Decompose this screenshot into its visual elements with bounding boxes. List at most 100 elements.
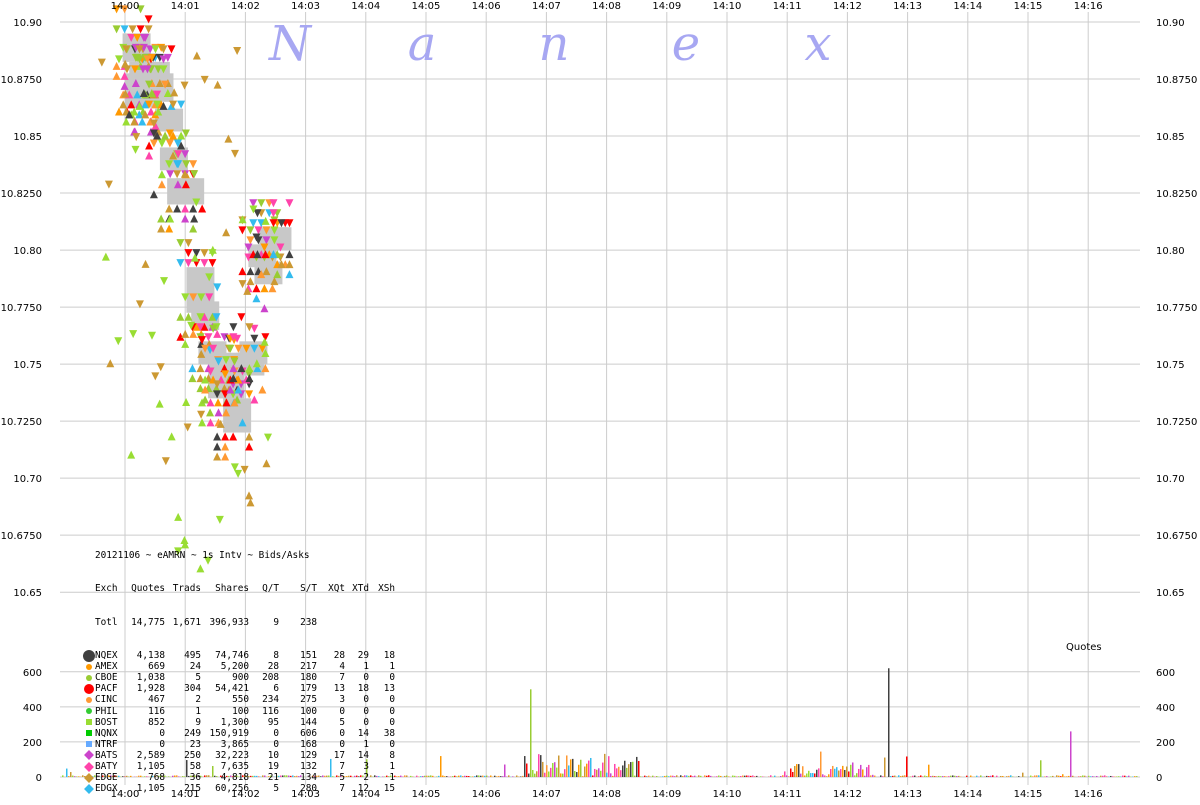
volume-bar [906, 756, 908, 777]
volume-bar [952, 775, 954, 777]
quote-marker [246, 267, 254, 275]
volume-bar [934, 776, 936, 777]
price-tick-label-left: 10.90 [13, 18, 42, 29]
exchange-marker-icon [82, 728, 95, 739]
volume-bar [544, 773, 546, 777]
volume-bar [676, 775, 678, 777]
volume-bar [690, 775, 692, 777]
stats-cell: 1 [165, 706, 201, 717]
stats-cell: 3 [317, 694, 345, 705]
volume-bar [912, 776, 914, 777]
price-tick-label-left: 10.8750 [1, 75, 42, 86]
quote-marker [285, 250, 293, 258]
price-tick-label-left: 10.8250 [1, 189, 42, 200]
price-tick-label-right: 10.90 [1156, 18, 1185, 29]
quote-marker [234, 470, 242, 478]
stats-cell: 900 [201, 672, 249, 683]
quote-marker [241, 466, 249, 474]
quote-marker [165, 224, 173, 232]
quote-marker [208, 259, 216, 267]
volume-bar [854, 775, 856, 777]
volume-tick-label-right: 400 [1156, 703, 1175, 714]
volume-bar [824, 775, 826, 777]
stats-cell: 7,635 [201, 761, 249, 772]
stats-cell: Q/T [249, 583, 279, 594]
stats-cell: Totl [95, 617, 125, 628]
stats-cell: 14 [345, 750, 369, 761]
volume-bar [1062, 774, 1064, 777]
stats-cell: 0 [317, 706, 345, 717]
quote-marker [158, 180, 166, 188]
volume-bar [536, 771, 538, 777]
volume-bar [796, 764, 798, 777]
quote-marker [105, 181, 113, 189]
volume-bar [400, 776, 402, 777]
volume-bar [580, 760, 582, 777]
quote-marker [165, 204, 173, 212]
volume-bar [616, 768, 618, 777]
stats-cell: CINC [95, 694, 125, 705]
volume-bar [1100, 776, 1102, 777]
volume-bar [862, 769, 864, 777]
volume-bar [748, 776, 750, 777]
volume-bar [432, 776, 434, 777]
stats-cell: 280 [279, 783, 317, 794]
brand-letter: a [408, 16, 437, 72]
x-tick-label-bottom: 14:16 [1074, 789, 1103, 800]
quote-marker [260, 284, 268, 292]
volume-bar [870, 775, 872, 777]
quote-marker [162, 457, 170, 465]
volume-bar [736, 776, 738, 777]
quote-marker [189, 330, 197, 338]
volume-bar [516, 775, 518, 777]
stats-cell: PHIL [95, 706, 125, 717]
volume-bar [988, 776, 990, 777]
volume-bar [458, 776, 460, 777]
volume-bar [996, 776, 998, 777]
quote-marker [268, 284, 276, 292]
volume-bar [524, 756, 526, 777]
volume-bar [664, 776, 666, 777]
volume-bar [812, 773, 814, 777]
volume-bar [810, 773, 812, 777]
volume-tick-label-left: 0 [36, 773, 42, 784]
x-tick-label-top: 14:02 [231, 1, 260, 12]
stats-cell: 0 [369, 694, 395, 705]
stats-cell: 134 [279, 772, 317, 783]
x-tick-label-bottom: 14:06 [472, 789, 501, 800]
volume-bar [602, 763, 604, 777]
volume-bar [914, 776, 916, 777]
quote-marker [122, 118, 130, 126]
volume-bar [782, 775, 784, 777]
stats-cell: 28 [317, 650, 345, 661]
volume-bar [668, 776, 670, 777]
volume-bar [1008, 776, 1010, 777]
quote-marker [131, 146, 139, 154]
volume-bar [558, 756, 560, 777]
price-tick-label-right: 10.7750 [1156, 303, 1197, 314]
volume-bar [818, 768, 820, 777]
stats-cell: AMEX [95, 661, 125, 672]
stats-cell: 74,746 [201, 650, 249, 661]
quote-marker [206, 408, 214, 416]
volume-bar [500, 776, 502, 777]
quote-marker [158, 139, 166, 147]
stats-cell: 5 [317, 717, 345, 728]
volume-bar [1090, 776, 1092, 777]
x-tick-label-bottom: 14:10 [713, 789, 742, 800]
volume-bar [624, 761, 626, 777]
stats-cell: 6 [249, 683, 279, 694]
stats-cell: 100 [279, 706, 317, 717]
volume-bar [700, 776, 702, 777]
x-tick-label-top: 14:04 [351, 1, 380, 12]
volume-bar [930, 776, 932, 777]
stats-table: 20121106 ~ eAMRN ~ 1s Intv ~ Bids/Asks E… [82, 528, 395, 805]
volume-bar [734, 776, 736, 777]
volume-bar [576, 772, 578, 777]
price-tick-label-right: 10.75 [1156, 360, 1185, 371]
volume-bar [1110, 776, 1112, 777]
stats-cell: 1,105 [125, 783, 165, 794]
volume-bar [836, 767, 838, 777]
quote-marker [258, 386, 266, 394]
